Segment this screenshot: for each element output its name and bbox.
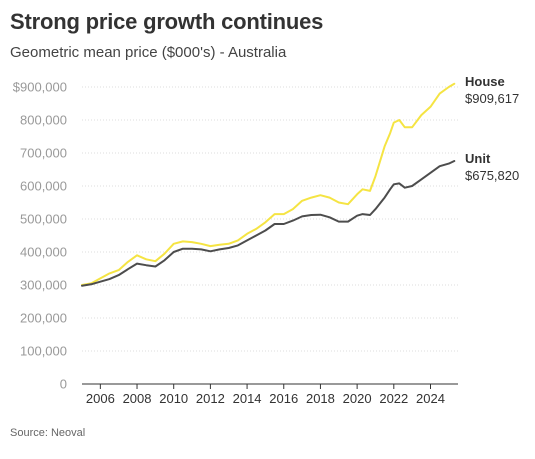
y-tick-label: 100,000 [20,344,67,359]
chart-subtitle: Geometric mean price ($000's) - Australi… [10,44,287,61]
y-axis-ticks: 0 100,000 200,000 300,000 400,000 500,000 600,… [13,80,67,392]
y-tick-label: 800,000 [20,113,67,128]
y-tick-label: 0 [60,377,67,392]
x-tick-label: 2018 [306,391,335,406]
x-axis-ticks: 2006 2008 2010 2012 2014 2016 2018 2020 2022 2024 [86,384,445,406]
x-tick-label: 2008 [123,391,152,406]
line-chart: 0 100,000 200,000 300,000 400,000 500,000 600,… [13,74,519,406]
x-tick-label: 2024 [416,391,445,406]
series-end-labels: House $909,617 Unit $675,820 [465,74,519,183]
chart-title: Strong price growth continues [10,9,324,34]
source-note: Source: Neoval [10,427,86,439]
series-value-label-house: $909,617 [465,91,519,106]
series-lines [81,82,456,287]
series-name-label-house: House [465,74,505,89]
x-tick-label: 2016 [269,391,298,406]
series-value-label-unit: $675,820 [465,168,519,183]
y-tick-label: 300,000 [20,278,67,293]
y-tick-label: 200,000 [20,311,67,326]
y-tick-label: 400,000 [20,245,67,260]
x-tick-label: 2014 [233,391,262,406]
series-name-label-unit: Unit [465,151,491,166]
x-tick-label: 2022 [379,391,408,406]
y-tick-label: $900,000 [13,80,67,95]
x-tick-label: 2006 [86,391,115,406]
series-line-house [81,82,456,286]
y-tick-label: 700,000 [20,146,67,161]
y-tick-label: 500,000 [20,212,67,227]
x-tick-label: 2010 [159,391,188,406]
x-tick-label: 2020 [343,391,372,406]
series-line-unit [81,160,456,287]
x-tick-label: 2012 [196,391,225,406]
y-tick-label: 600,000 [20,179,67,194]
